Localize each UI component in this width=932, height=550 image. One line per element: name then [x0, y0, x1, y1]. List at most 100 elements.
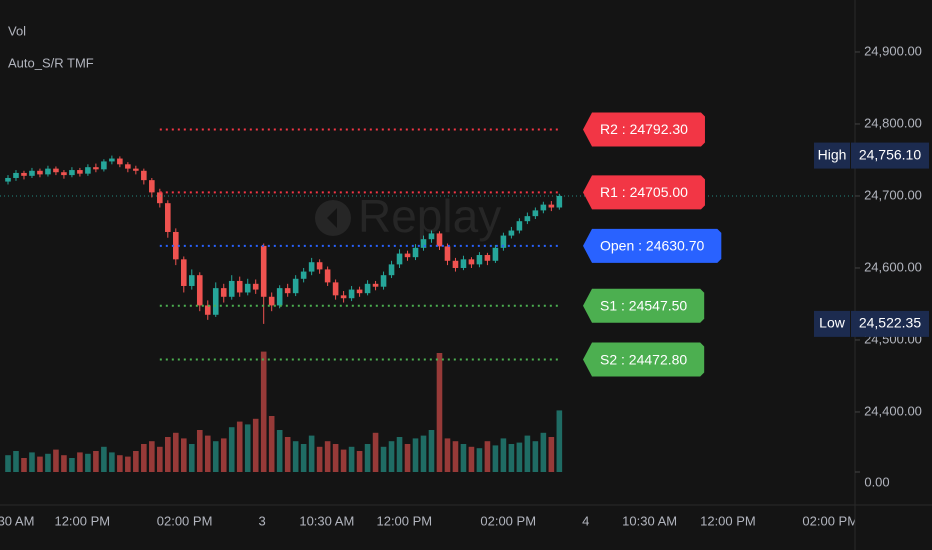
- volume-bar: [45, 453, 51, 472]
- volume-bar: [460, 444, 467, 472]
- candle-body: [149, 180, 155, 193]
- volume-bar: [452, 441, 459, 472]
- candle-body: [484, 255, 491, 261]
- candle-body: [428, 233, 435, 240]
- y-tick-label: 24,800.00: [864, 115, 922, 130]
- candle-body: [356, 289, 363, 294]
- candle-body: [61, 172, 67, 176]
- volume-bar: [165, 437, 171, 472]
- candle-body: [165, 203, 171, 232]
- candle-body: [460, 259, 467, 268]
- candle-body: [5, 177, 11, 182]
- volume-bar: [484, 441, 491, 472]
- axis-marker-label: 24,522.35: [859, 315, 921, 331]
- level-label-box: [583, 228, 722, 263]
- level-label-box: [583, 175, 705, 210]
- candle-body: [45, 168, 51, 175]
- volume-bar: [93, 451, 99, 472]
- volume-bar: [236, 421, 243, 472]
- overlay: R2 : 24792.30 R1 : 24705.00 Open : 24630.7…: [583, 112, 722, 377]
- candle-body: [93, 167, 99, 170]
- candle-body: [29, 170, 35, 176]
- volume-bar: [284, 437, 291, 472]
- candle-body: [492, 247, 499, 261]
- level-label-text: Open : 24630.70: [600, 238, 705, 254]
- candle-body: [524, 216, 531, 222]
- volume-bar: [220, 438, 227, 472]
- volume-tick-label: 0.00: [864, 474, 889, 489]
- volume-bar: [404, 444, 411, 472]
- volume-bar: [476, 448, 483, 472]
- volume-bar: [125, 456, 131, 472]
- axis-marker-name: High: [818, 146, 847, 162]
- volume-bar: [172, 432, 179, 472]
- candle-body: [188, 275, 195, 286]
- volume-bar: [548, 437, 555, 472]
- volume-bar: [532, 441, 539, 472]
- volume-bar: [276, 430, 283, 472]
- volume-bar: [5, 455, 11, 472]
- level-label-text: R1 : 24705.00: [600, 184, 688, 200]
- candle-body: [228, 280, 235, 297]
- y-tick-label: 24,900.00: [864, 43, 922, 58]
- volume-bar: [324, 441, 331, 472]
- axis-marker-name-box: [814, 142, 850, 169]
- candle-body: [268, 296, 275, 306]
- volume-bar: [53, 449, 59, 472]
- volume-bar: [149, 441, 155, 472]
- candle-body: [436, 233, 443, 247]
- candle-body: [252, 283, 259, 290]
- volume-bar: [180, 438, 187, 472]
- volume-bar: [444, 438, 451, 472]
- volume-bar: [212, 441, 219, 472]
- volume-bar: [556, 410, 563, 472]
- x-tick-label: 12:00 PM: [54, 513, 110, 528]
- level-label-text: S1 : 24547.50: [600, 297, 687, 313]
- candle-body: [388, 264, 395, 276]
- candle-body: [308, 262, 315, 272]
- candle-body: [117, 158, 123, 165]
- x-tick-label: 30 AM: [0, 513, 34, 528]
- candle-body: [172, 231, 179, 260]
- axis-marker-box: [851, 310, 929, 337]
- volume-bar: [61, 455, 67, 472]
- volume-bar: [37, 456, 43, 472]
- candle-body: [21, 172, 27, 176]
- volume-bar: [380, 446, 387, 472]
- x-tick-label: 10:30 AM: [622, 513, 677, 528]
- candle-body: [332, 282, 339, 296]
- x-tick-label: 12:00 PM: [376, 513, 432, 528]
- volume-bar: [364, 444, 371, 472]
- indicator-label: Auto_S/R TMF: [8, 55, 94, 70]
- level-label-box: [583, 288, 705, 323]
- candle-body: [292, 278, 299, 294]
- level-label-text: S2 : 24472.80: [600, 351, 687, 367]
- y-tick-label: 24,600.00: [864, 259, 922, 274]
- candle-body: [133, 168, 139, 171]
- candle-body: [556, 195, 563, 208]
- candle-body: [37, 170, 43, 175]
- candle-body: [13, 172, 19, 178]
- volume-bar: [340, 449, 347, 472]
- volume-bar: [268, 416, 275, 472]
- level-label-text: R2 : 24792.30: [600, 121, 688, 137]
- candle-body: [540, 204, 547, 211]
- level-label-box: [583, 342, 705, 377]
- candle-body: [141, 170, 147, 181]
- candle-body: [77, 170, 83, 174]
- volume-bar: [101, 446, 107, 472]
- candle-body: [101, 161, 107, 170]
- candle-body: [69, 170, 75, 176]
- volume-bar: [524, 435, 531, 472]
- volume-bar: [157, 446, 163, 472]
- level-label-box: [583, 112, 705, 147]
- axis-marker-label: 24,756.10: [859, 146, 921, 162]
- candle-body: [260, 245, 267, 297]
- x-tick-label: 02:00 PM: [480, 513, 536, 528]
- candle-body: [85, 167, 91, 174]
- candle-body: [212, 288, 219, 315]
- volume-bar: [388, 441, 395, 472]
- candle-body: [125, 164, 131, 169]
- candle-body: [348, 289, 355, 299]
